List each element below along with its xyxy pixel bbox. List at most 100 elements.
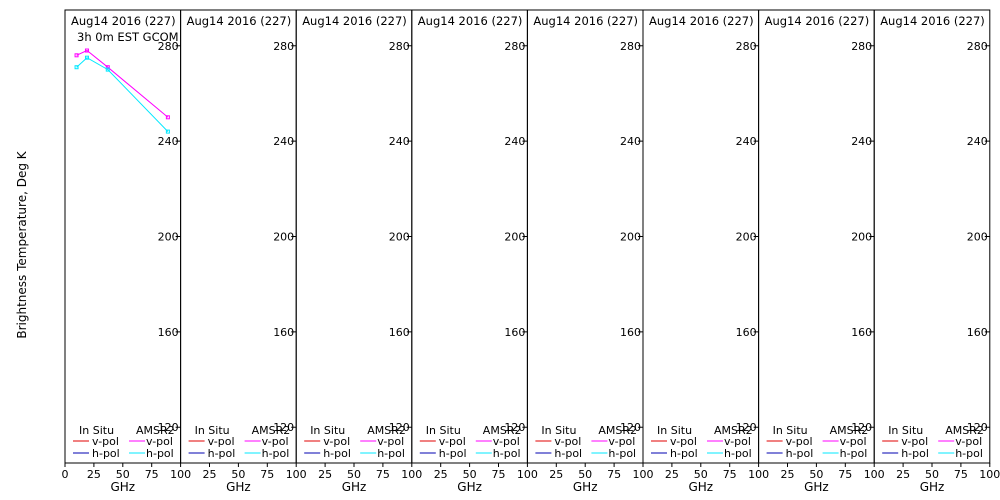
x-tick-label: 100 [170,468,191,481]
legend-sensor-header: AMSR2 [830,424,869,437]
data-point [105,65,110,70]
y-tick-label: 160 [273,326,294,339]
legend-amsr2-vpol-label: v-pol [608,435,635,448]
x-tick-label: 100 [401,468,422,481]
data-point [165,115,170,120]
y-tick-label: 160 [967,326,988,339]
y-tick-label: 240 [504,135,525,148]
legend-amsr2-hpol-label: h-pol [840,447,868,460]
series-line-1 [76,49,169,118]
legend-insitu-hpol-label: h-pol [92,447,120,460]
legend-amsr2-hpol-label: h-pol [146,447,174,460]
y-tick-label: 240 [389,135,410,148]
legend-insitu-vpol-label: v-pol [323,435,350,448]
y-tick-label: 160 [504,326,525,339]
y-tick-label: 120 [620,421,641,434]
y-tick-label: 160 [620,326,641,339]
x-tick-label: 50 [347,468,361,481]
y-tick-label: 280 [158,40,179,53]
y-tick-label: 120 [504,421,525,434]
y-tick-label: 160 [851,326,872,339]
x-axis-label: GHz [920,480,945,494]
y-tick-label: 160 [389,326,410,339]
legend-amsr2-hpol-label: h-pol [724,447,752,460]
y-tick-label: 160 [158,326,179,339]
x-axis-label: GHz [804,480,829,494]
y-tick-label: 120 [736,421,757,434]
y-tick-label: 240 [158,135,179,148]
legend-insitu-vpol-label: v-pol [554,435,581,448]
x-tick-label: 25 [549,468,563,481]
x-tick-label: 50 [463,468,477,481]
y-tick-label: 200 [620,231,641,244]
x-axis-label: GHz [226,480,251,494]
panel-3: Aug14 2016 (227) 120 160 200 240 280 25 50 75 100… [295,9,422,494]
legend-insitu-vpol-label: v-pol [439,435,466,448]
y-tick-label: 240 [273,135,294,148]
x-tick-label: 25 [203,468,217,481]
y-tick-label: 280 [851,40,872,53]
y-tick-label: 240 [620,135,641,148]
legend-in-situ-header: In Situ [541,424,576,437]
x-tick-label: 50 [925,468,939,481]
panel-title: Aug14 2016 (227) [71,14,176,28]
legend-amsr2-hpol-label: h-pol [377,447,405,460]
x-tick-label: 75 [838,468,852,481]
y-tick-label: 280 [736,40,757,53]
legend-in-situ-header: In Situ [310,424,345,437]
x-tick-label: 75 [260,468,274,481]
legend-amsr2-vpol-label: v-pol [146,435,173,448]
x-tick-label: 25 [87,468,101,481]
legend-insitu-hpol-label: h-pol [554,447,582,460]
y-tick-label: 120 [158,421,179,434]
x-tick-label: 0 [62,468,69,481]
y-tick-label: 240 [736,135,757,148]
x-tick-label: 25 [318,468,332,481]
y-tick-label: 200 [158,231,179,244]
x-tick-label: 75 [376,468,390,481]
panel-title: Aug14 2016 (227) [765,14,870,28]
panel-7: Aug14 2016 (227) 120 160 200 240 280 25 50 75 100… [758,9,885,494]
x-tick-label: 100 [286,468,307,481]
x-tick-label: 25 [896,468,910,481]
legend-amsr2-vpol-label: v-pol [955,435,982,448]
legend-in-situ-header: In Situ [657,424,692,437]
x-tick-label: 50 [231,468,245,481]
y-tick-label: 200 [504,231,525,244]
y-tick-label: 240 [851,135,872,148]
legend-insitu-hpol-label: h-pol [208,447,236,460]
x-tick-label: 100 [979,468,1000,481]
x-tick-label: 50 [116,468,130,481]
legend-amsr2-vpol-label: v-pol [262,435,289,448]
data-point [84,55,89,60]
legend-amsr2-hpol-label: h-pol [262,447,290,460]
y-axis-label: Brightness Temperature, Deg K [15,150,29,338]
y-tick-label: 200 [967,231,988,244]
legend-insitu-hpol-label: h-pol [323,447,351,460]
y-tick-label: 200 [736,231,757,244]
panel-1: Aug14 2016 (227) 3h 0m EST GCOM 120 160 200 2… [62,9,191,494]
legend-insitu-vpol-label: v-pol [670,435,697,448]
legend-in-situ-header: In Situ [195,424,230,437]
panel-title: Aug14 2016 (227) [533,14,638,28]
x-tick-label: 75 [492,468,506,481]
x-axis-label: GHz [688,480,713,494]
x-tick-label: 75 [607,468,621,481]
x-tick-label: 25 [434,468,448,481]
y-tick-label: 120 [851,421,872,434]
x-tick-label: 50 [578,468,592,481]
y-tick-label: 200 [851,231,872,244]
legend-insitu-vpol-label: v-pol [786,435,813,448]
panel-4: Aug14 2016 (227) 120 160 200 240 280 25 50 75 100… [411,9,538,494]
x-tick-label: 75 [723,468,737,481]
y-tick-label: 240 [967,135,988,148]
x-axis-label: GHz [342,480,367,494]
x-tick-label: 100 [633,468,654,481]
legend-amsr2-vpol-label: v-pol [724,435,751,448]
